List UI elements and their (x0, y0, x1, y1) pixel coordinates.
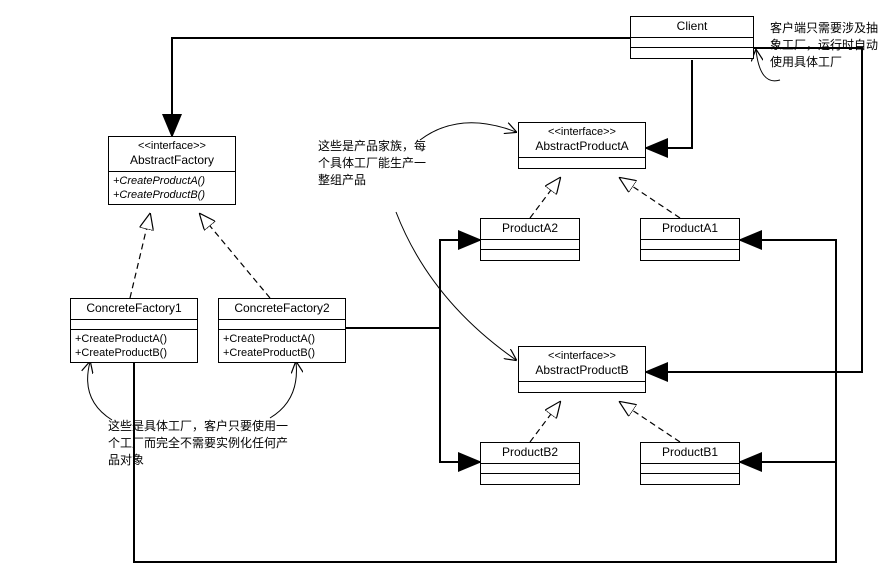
method: +CreateProductA() (223, 332, 341, 346)
class-name: ProductB1 (662, 445, 718, 459)
uml-diagram: { "type": "uml-class-diagram", "colors":… (0, 0, 892, 583)
class-client: Client (630, 16, 754, 59)
stereotype: <<interface>> (523, 349, 641, 363)
class-product-a1: ProductA1 (640, 218, 740, 261)
class-concrete-factory-1: ConcreteFactory1 +CreateProductA() +Crea… (70, 298, 198, 363)
method: +CreateProductA() (113, 174, 231, 188)
stereotype: <<interface>> (523, 125, 641, 139)
class-name: AbstractProductA (535, 139, 628, 153)
class-product-b2: ProductB2 (480, 442, 580, 485)
class-concrete-factory-2: ConcreteFactory2 +CreateProductA() +Crea… (218, 298, 346, 363)
class-product-b1: ProductB1 (640, 442, 740, 485)
note-client: 客户端只需要涉及抽象工厂，运行时自动使用具体工厂 (770, 20, 882, 70)
stereotype: <<interface>> (113, 139, 231, 153)
method: +CreateProductB() (113, 188, 231, 202)
class-name: ConcreteFactory1 (86, 301, 181, 315)
class-name: ProductA1 (662, 221, 718, 235)
class-name: ConcreteFactory2 (234, 301, 329, 315)
class-product-a2: ProductA2 (480, 218, 580, 261)
class-name: AbstractFactory (130, 153, 214, 167)
class-name: ProductA2 (502, 221, 558, 235)
class-name: AbstractProductB (535, 363, 628, 377)
note-products: 这些是产品家族，每个具体工厂能生产一整组产品 (318, 138, 426, 188)
connector-layer (0, 0, 892, 583)
note-factories: 这些是具体工厂，客户只要使用一个工厂而完全不需要实例化任何产品对象 (108, 418, 288, 468)
method: +CreateProductA() (75, 332, 193, 346)
class-name: Client (677, 19, 708, 33)
method: +CreateProductB() (75, 346, 193, 360)
class-abstract-factory: <<interface>> AbstractFactory +CreatePro… (108, 136, 236, 205)
class-name: ProductB2 (502, 445, 558, 459)
class-abstract-product-b: <<interface>> AbstractProductB (518, 346, 646, 393)
method: +CreateProductB() (223, 346, 341, 360)
class-abstract-product-a: <<interface>> AbstractProductA (518, 122, 646, 169)
